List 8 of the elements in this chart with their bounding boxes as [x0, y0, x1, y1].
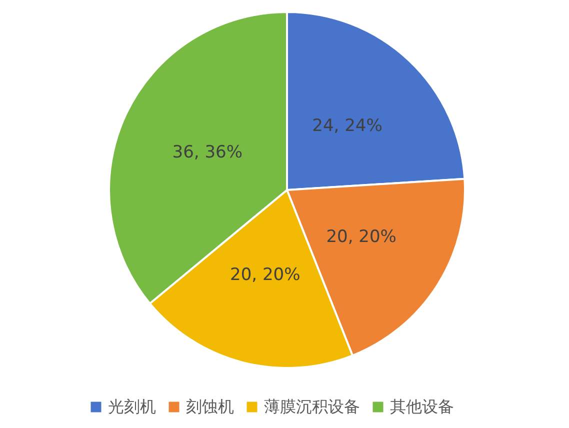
data-label: 20, 20% [326, 227, 396, 248]
legend-label: 其他设备 [390, 397, 454, 416]
legend-label: 薄膜沉积设备 [264, 397, 360, 416]
data-label: 24, 24% [312, 116, 382, 136]
legend-label: 光刻机 [108, 397, 156, 416]
data-label: 36, 36% [172, 142, 242, 163]
data-label: 20, 20% [230, 265, 300, 286]
legend-label: 刻蚀机 [186, 397, 234, 416]
